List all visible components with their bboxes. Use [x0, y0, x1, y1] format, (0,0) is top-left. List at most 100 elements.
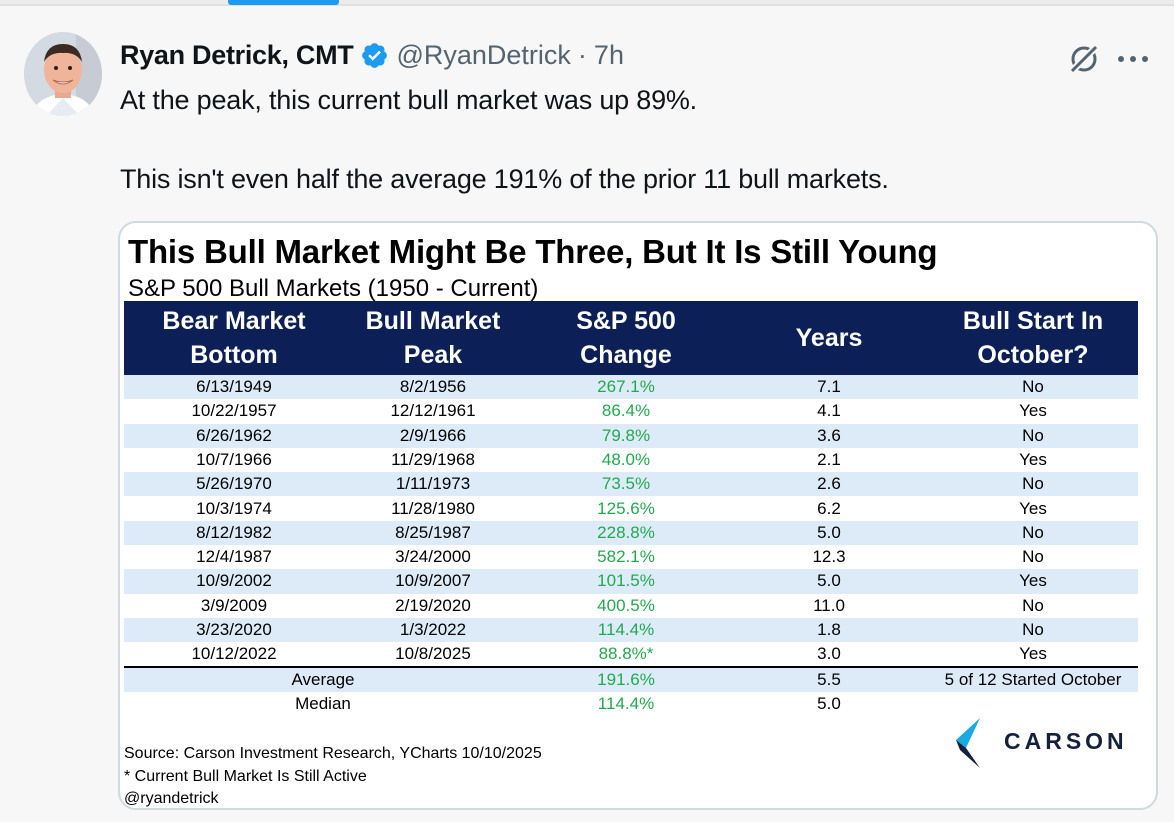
header-line: Years	[795, 324, 863, 352]
bull-market-table: Bear Market Bottom Bull Market Peak S&P 50…	[124, 301, 1138, 801]
october-cell: No	[1022, 522, 1044, 542]
bear-bottom-cell: 3/9/2009	[200, 595, 268, 615]
bull-peak-cell: 1/11/1973	[395, 474, 471, 494]
media-card[interactable]: This Bull Market Might Be Three, But It …	[118, 221, 1158, 810]
header-sp500-change: S&P 500 Change	[522, 301, 730, 375]
table-row: 10/7/1966 11/29/1968 48.0% 2.1 Yes	[124, 447, 1138, 473]
table-row: 10/3/1974 11/28/1980 125.6% 6.2 Yes	[124, 496, 1138, 521]
table-row: 6/13/1949 8/2/1956 267.1% 7.1 No	[124, 375, 1138, 400]
avatar-image	[24, 32, 102, 116]
october-cell: Yes	[1019, 571, 1047, 591]
bear-bottom-cell: 6/26/1962	[196, 425, 272, 445]
years-cell: 4.1	[817, 401, 841, 421]
author-handle[interactable]: @RyanDetrick	[396, 39, 571, 70]
years-cell: 2.1	[817, 449, 841, 469]
bear-bottom-cell: 3/23/2020	[196, 620, 272, 639]
bull-peak-cell: 11/29/1968	[391, 449, 475, 469]
table-row: 5/26/1970 1/11/1973 73.5% 2.6 No	[124, 472, 1138, 497]
header-line: Bull Market	[365, 307, 501, 335]
years-cell: 12.3	[812, 547, 846, 567]
active-tab-indicator	[228, 0, 339, 5]
average-change: 191.6%	[597, 670, 655, 689]
october-cell: No	[1022, 595, 1044, 615]
change-cell: 79.8%	[601, 425, 651, 445]
header-line: S&P 500	[576, 307, 676, 335]
header-bull-start-october: Bull Start In October?	[928, 301, 1138, 375]
table-row: 8/12/1982 8/25/1987 228.8% 5.0 No	[124, 520, 1138, 546]
avatar[interactable]	[24, 32, 102, 116]
years-cell: 11.0	[813, 595, 845, 615]
header-line: Bull Start In	[962, 307, 1104, 335]
chart-subtitle: S&P 500 Bull Markets (1950 - Current)	[128, 275, 539, 302]
bear-bottom-cell: 5/26/1970	[196, 474, 272, 494]
table-header: Bear Market Bottom Bull Market Peak S&P 50…	[124, 301, 1138, 375]
source-note: Source: Carson Investment Research, YCha…	[124, 745, 542, 762]
years-cell: 3.6	[817, 425, 841, 445]
bear-bottom-cell: 10/22/1957	[191, 401, 277, 421]
october-cell: No	[1022, 620, 1044, 639]
change-cell: 267.1%	[597, 377, 655, 396]
october-cell: No	[1022, 377, 1044, 396]
change-cell: 582.1%	[597, 547, 655, 567]
tweet-text-line-1: At the peak, this current bull market wa…	[120, 85, 697, 115]
header-line: Bottom	[190, 341, 278, 369]
credit: @ryandetrick	[124, 790, 219, 807]
timestamp[interactable]: 7h	[593, 39, 624, 70]
bull-peak-cell: 8/25/1987	[395, 522, 471, 542]
median-label: Median	[295, 694, 351, 713]
tweet[interactable]: Ryan Detrick, CMT @RyanDetrick · 7h At t…	[0, 6, 1174, 822]
table-row: 12/4/1987 3/24/2000 582.1% 12.3 No	[124, 545, 1138, 570]
change-cell: 125.6%	[597, 498, 655, 518]
top-divider	[0, 4, 1174, 6]
bull-peak-cell: 2/9/1966	[399, 425, 467, 445]
years-cell: 6.2	[817, 498, 841, 518]
table-row: 10/12/2022 10/8/2025 88.8%* 3.0 Yes	[124, 642, 1138, 667]
change-cell: 86.4%	[601, 401, 651, 421]
bear-bottom-cell: 8/12/1982	[196, 522, 272, 542]
change-cell: 73.5%	[601, 474, 651, 494]
bull-peak-cell: 10/9/2007	[395, 571, 471, 591]
change-cell: 228.8%	[597, 522, 655, 542]
median-row: Median 114.4% 5.0	[124, 692, 1138, 717]
change-cell: 114.4%	[597, 620, 655, 639]
author-name[interactable]: Ryan Detrick, CMT	[120, 39, 354, 70]
carson-logo-text: CARSON	[1004, 728, 1128, 754]
header-line: Change	[580, 341, 672, 369]
header-line: October?	[977, 341, 1089, 369]
header-bull-market-peak: Bull Market Peak	[344, 301, 522, 375]
years-cell: 7.1	[817, 377, 841, 396]
bear-bottom-cell: 10/7/1966	[196, 449, 272, 469]
median-years: 5.0	[817, 694, 841, 713]
october-cell: No	[1022, 547, 1044, 567]
years-cell: 2.6	[817, 474, 841, 494]
table-row: 10/9/2002 10/9/2007 101.5% 5.0 Yes	[124, 569, 1138, 594]
october-cell: Yes	[1019, 644, 1047, 664]
footnote: * Current Bull Market Is Still Active	[124, 768, 367, 785]
bull-peak-cell: 10/8/2025	[395, 644, 471, 664]
bear-bottom-cell: 12/4/1987	[196, 547, 272, 567]
more-icon[interactable]	[1117, 55, 1149, 63]
years-cell: 3.0	[817, 644, 841, 664]
october-cell: Yes	[1019, 449, 1047, 469]
table-row: 3/23/2020 1/3/2022 114.4% 1.8 No	[124, 618, 1138, 643]
years-cell: 5.0	[817, 522, 841, 542]
bull-peak-cell: 8/2/1956	[399, 377, 467, 396]
average-years: 5.5	[817, 670, 841, 689]
header-years: Years	[730, 301, 928, 375]
october-cell: No	[1022, 425, 1044, 445]
table-row: 3/9/2009 2/19/2020 400.5% 11.0 No	[124, 593, 1138, 618]
header-bear-market-bottom: Bear Market Bottom	[124, 301, 344, 375]
bull-peak-cell: 12/12/1961	[390, 401, 476, 421]
tweet-text-line-2: This isn't even half the average 191% of…	[120, 164, 889, 194]
grok-icon[interactable]	[1066, 41, 1102, 77]
change-cell: 48.0%	[601, 449, 651, 469]
bull-peak-cell: 2/19/2020	[395, 595, 471, 615]
years-cell: 5.0	[817, 571, 841, 591]
bull-peak-cell: 3/24/2000	[395, 547, 471, 567]
bull-peak-cell: 1/3/2022	[399, 620, 467, 639]
summary-divider	[124, 666, 1138, 668]
bear-bottom-cell: 10/3/1974	[196, 498, 272, 518]
chart-title: This Bull Market Might Be Three, But It …	[128, 233, 938, 270]
author-row: Ryan Detrick, CMT @RyanDetrick · 7h	[120, 35, 624, 75]
bear-bottom-cell: 10/9/2002	[196, 571, 272, 591]
